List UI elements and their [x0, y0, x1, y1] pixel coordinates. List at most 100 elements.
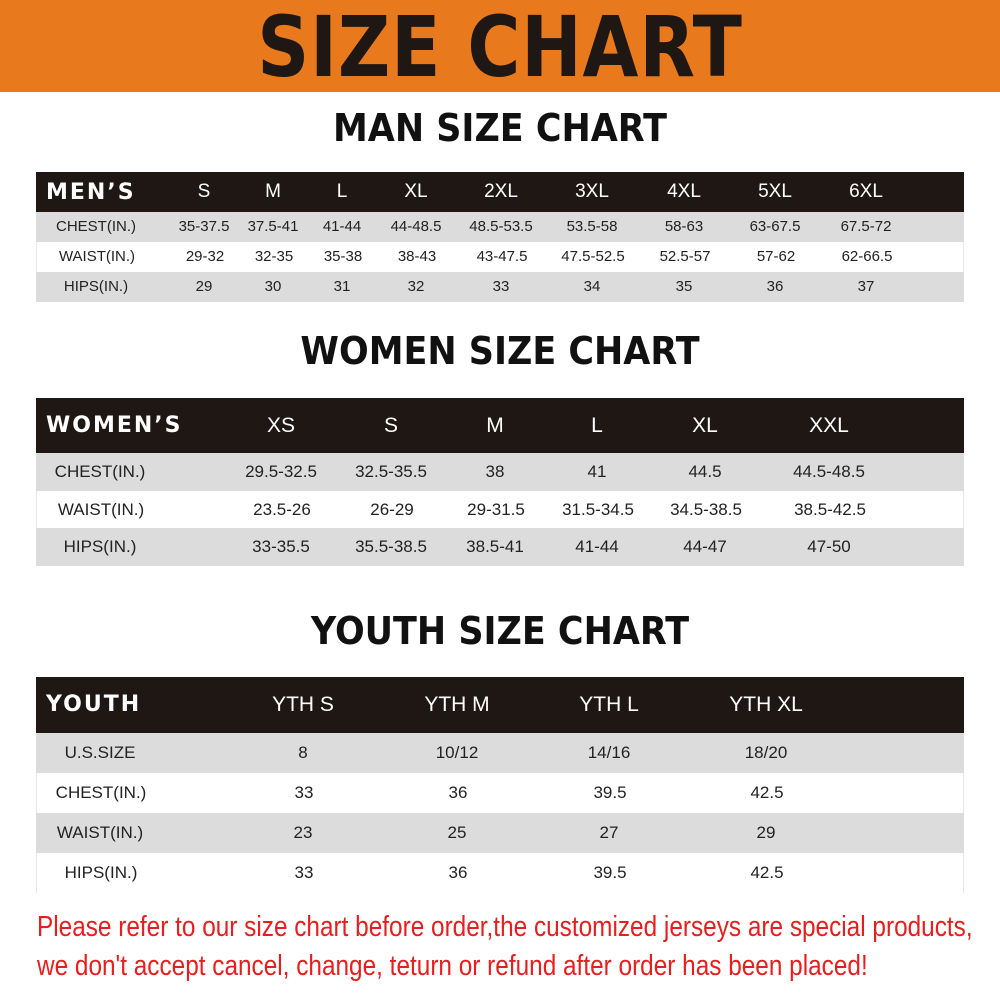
row-label: WAIST(IN.): [57, 499, 145, 519]
table-cell: 44-47: [683, 537, 727, 556]
youth-size-table: YOUTH YTH S YTH M YTH L YTH XL U.S.SIZE 8 10/12…: [36, 677, 964, 893]
notice-line-1: Please refer to our size chart before or…: [37, 911, 973, 943]
youth-section-title: YOUTH SIZE CHART: [310, 609, 690, 653]
table-row: CHEST(IN.) 29.5-32.5 32.5-35.5 38 41 44.5 44.5…: [36, 453, 964, 491]
table-row: HIPS(IN.) 33-35.5 35.5-38.5 38.5-41 41-44 44-…: [36, 528, 964, 566]
table-cell: 38.5-41: [466, 537, 524, 556]
size-header: 6XL: [849, 181, 883, 202]
table-cell: 8: [298, 743, 308, 762]
table-cell: 58-63: [664, 218, 704, 235]
table-cell: 23.5-26: [253, 499, 311, 519]
table-cell: 67.5-72: [840, 218, 892, 235]
table-cell: 35.5-38.5: [355, 537, 427, 556]
table-cell: 34.5-38.5: [670, 499, 742, 519]
table-cell: 44-48.5: [390, 218, 442, 235]
table-cell: 37: [857, 278, 875, 295]
row-label: HIPS(IN.): [63, 537, 137, 556]
youth-header-row: YOUTH YTH S YTH M YTH L YTH XL: [36, 677, 964, 733]
table-row: WAIST(IN.) 23.5-26 26-29 29-31.5 31.5-34.5 34…: [36, 490, 964, 528]
table-cell: 35-37.5: [178, 218, 230, 235]
women-size-table: WOMEN’S XS S M L XL XXL CHEST(IN.) 29.5-32.5 32.5…: [36, 398, 964, 566]
table-row: HIPS(IN.) 29 30 31 32 33 34 35 36 37: [36, 272, 964, 302]
women-section-title: WOMEN SIZE CHART: [300, 329, 700, 373]
table-cell: 35-38: [323, 248, 363, 265]
table-cell: 32-35: [254, 248, 294, 265]
women-header-label: WOMEN’S: [46, 413, 183, 438]
table-cell: 33: [492, 278, 510, 295]
table-row: CHEST(IN.) 33 36 39.5 42.5: [36, 773, 964, 813]
size-header: YTH L: [579, 693, 639, 716]
table-cell: 44.5-48.5: [793, 462, 865, 481]
size-header: M: [265, 181, 281, 202]
men-header-row: MEN’S S M L XL 2XL 3XL 4XL 5XL 6XL: [36, 172, 964, 212]
row-label: U.S.SIZE: [64, 743, 136, 762]
table-cell: 31: [333, 278, 351, 295]
size-header: YTH S: [272, 693, 334, 716]
table-cell: 62-66.5: [841, 248, 893, 265]
notice-line-2: we don't accept cancel, change, teturn o…: [37, 950, 868, 982]
table-row: CHEST(IN.) 35-37.5 37.5-41 41-44 44-48.5 48.5…: [36, 212, 964, 242]
table-cell: 29-32: [185, 248, 225, 265]
table-cell: 25: [447, 823, 467, 842]
table-cell: 30: [264, 278, 282, 295]
title-banner: SIZE CHART: [0, 0, 1000, 92]
size-header: XS: [266, 414, 296, 437]
table-cell: 18/20: [744, 743, 788, 762]
table-cell: 43-47.5: [476, 248, 528, 265]
size-header: YTH XL: [729, 693, 803, 716]
size-header: 3XL: [575, 181, 609, 202]
table-cell: 37.5-41: [247, 218, 299, 235]
table-cell: 41-44: [575, 537, 619, 556]
size-header: L: [336, 181, 348, 202]
table-cell: 26-29: [370, 499, 414, 519]
table-cell: 32.5-35.5: [355, 462, 427, 481]
table-cell: 53.5-58: [566, 218, 618, 235]
women-header-row: WOMEN’S XS S M L XL XXL: [36, 398, 964, 453]
row-label: HIPS(IN.): [64, 863, 138, 882]
table-cell: 29: [756, 823, 776, 842]
table-cell: 47-50: [807, 537, 851, 556]
table-cell: 41: [587, 462, 607, 481]
table-cell: 57-62: [756, 248, 796, 265]
table-row: U.S.SIZE 8 10/12 14/16 18/20: [36, 733, 964, 773]
size-header: S: [383, 414, 399, 437]
table-cell: 42.5: [750, 783, 784, 802]
size-header: S: [197, 181, 211, 202]
table-cell: 34: [583, 278, 601, 295]
table-cell: 29-31.5: [467, 499, 525, 519]
table-cell: 23: [293, 823, 313, 842]
men-header-label: MEN’S: [46, 180, 136, 205]
table-cell: 39.5: [593, 783, 627, 802]
table-row: WAIST(IN.) 29-32 32-35 35-38 38-43 43-47.5 47.…: [36, 242, 964, 272]
table-cell: 29.5-32.5: [245, 462, 317, 481]
row-label: CHEST(IN.): [54, 462, 146, 481]
table-cell: 38: [485, 462, 505, 481]
size-header: XXL: [809, 414, 849, 437]
table-cell: 39.5: [593, 863, 627, 882]
youth-header-label: YOUTH: [46, 692, 142, 717]
table-cell: 47.5-52.5: [561, 248, 625, 265]
row-label: WAIST(IN.): [56, 823, 144, 842]
table-cell: 31.5-34.5: [562, 499, 634, 519]
size-header: XL: [404, 181, 428, 202]
table-cell: 29: [195, 278, 213, 295]
table-cell: 41-44: [322, 218, 362, 235]
size-header: 2XL: [484, 181, 518, 202]
table-cell: 63-67.5: [749, 218, 801, 235]
men-size-table: MEN’S S M L XL 2XL 3XL 4XL 5XL 6XL CHEST(IN.) 35-37…: [36, 172, 964, 302]
table-cell: 38.5-42.5: [794, 499, 866, 519]
row-label: WAIST(IN.): [58, 248, 136, 265]
table-cell: 36: [448, 783, 468, 802]
table-cell: 27: [599, 823, 619, 842]
table-cell: 32: [407, 278, 425, 295]
size-header: XL: [692, 414, 718, 437]
table-row: HIPS(IN.) 33 36 39.5 42.5: [36, 853, 964, 893]
size-header: M: [486, 414, 504, 437]
size-header: 5XL: [758, 181, 792, 202]
table-cell: 33: [294, 783, 314, 802]
table-cell: 36: [766, 278, 784, 295]
row-label: CHEST(IN.): [55, 783, 147, 802]
table-cell: 52.5-57: [659, 248, 711, 265]
table-row: WAIST(IN.) 23 25 27 29: [36, 813, 964, 853]
size-header: L: [591, 414, 603, 437]
